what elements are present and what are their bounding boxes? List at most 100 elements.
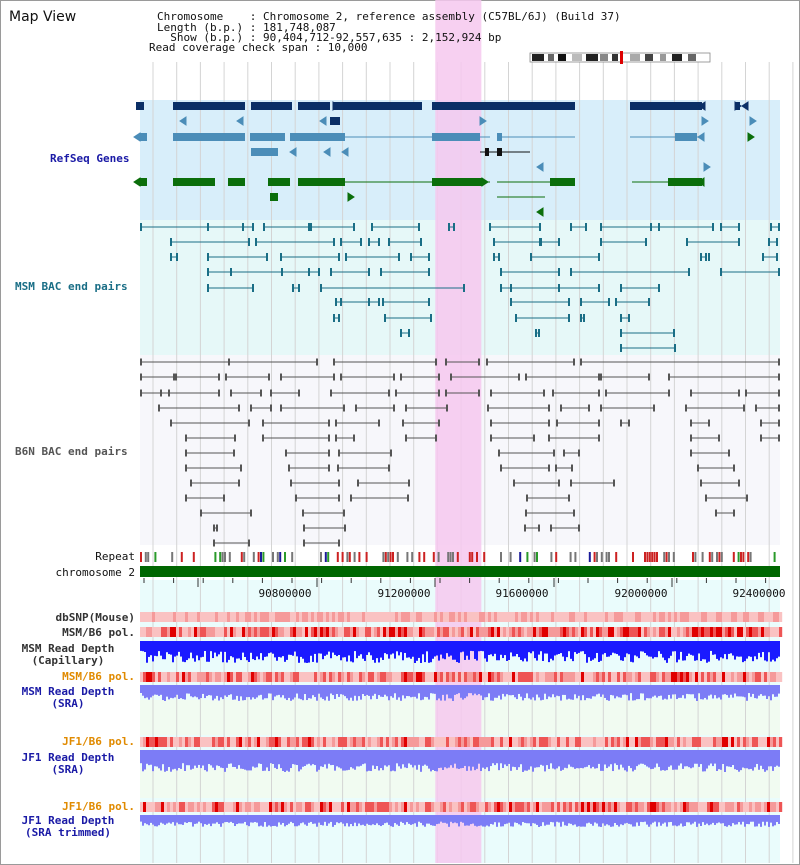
read-depth-bar — [716, 815, 718, 824]
polymorphism-cell — [362, 612, 366, 622]
polymorphism-cell — [302, 612, 306, 622]
polymorphism-cell — [761, 627, 765, 637]
polymorphism-cell — [287, 627, 291, 637]
polymorphism-cell — [296, 627, 300, 637]
read-depth-bar — [608, 641, 610, 657]
read-depth-bar — [646, 641, 648, 656]
track-label-msm-b6-pol-2[interactable]: MSM/B6 pol. — [62, 670, 135, 683]
polymorphism-cell — [347, 612, 351, 622]
read-depth-bar — [248, 641, 250, 662]
polymorphism-cell — [248, 802, 252, 812]
polymorphism-cell — [212, 737, 216, 747]
gene-exon — [173, 133, 245, 141]
read-depth-bar — [156, 685, 158, 695]
read-depth-bar — [516, 685, 518, 700]
polymorphism-cell — [596, 737, 600, 747]
polymorphism-cell — [608, 802, 612, 812]
read-depth-bar — [394, 685, 396, 694]
read-depth-bar — [404, 685, 406, 699]
bac-end — [570, 268, 572, 276]
read-depth-bar — [290, 750, 292, 769]
read-depth-bar — [448, 815, 450, 827]
read-depth-bar — [400, 685, 402, 701]
read-depth-bar — [196, 685, 198, 698]
polymorphism-cell — [539, 612, 543, 622]
read-depth-bar — [168, 641, 170, 655]
track-label-msm-b6-pol-1[interactable]: MSM/B6 pol. — [62, 626, 135, 639]
polymorphism-cell — [263, 627, 267, 637]
track-label-refseq[interactable]: RefSeq Genes — [50, 152, 130, 165]
read-depth-bar — [602, 750, 604, 771]
polymorphism-cell — [635, 612, 639, 622]
polymorphism-cell — [224, 737, 228, 747]
read-depth-bar — [656, 685, 658, 698]
read-depth-bar — [328, 641, 330, 652]
read-depth-bar — [190, 750, 192, 770]
polymorphism-cell — [611, 802, 615, 812]
bac-end — [280, 404, 282, 412]
read-depth-bar — [510, 641, 512, 653]
polymorphism-cell — [614, 612, 618, 622]
track-label-jf1-read-depth-trimmed[interactable]: JF1 Read Depth (SRA trimmed) — [21, 814, 115, 839]
track-label-dbsnp[interactable]: dbSNP(Mouse) — [55, 611, 135, 624]
read-depth-bar — [292, 641, 294, 656]
polymorphism-cell — [170, 737, 174, 747]
read-depth-bar — [548, 641, 550, 663]
track-label-msm-read-depth-sra[interactable]: MSM Read Depth (SRA) — [21, 685, 115, 710]
polymorphism-cell — [341, 627, 345, 637]
read-depth-bar — [154, 641, 156, 656]
track-label-jf1-b6-pol-1[interactable]: JF1/B6 pol. — [62, 735, 135, 748]
polymorphism-cell — [383, 627, 387, 637]
read-depth-bar — [180, 750, 182, 769]
polymorphism-cell — [284, 802, 288, 812]
read-depth-bar — [226, 641, 228, 663]
polymorphism-cell — [740, 672, 744, 682]
read-depth-bar — [424, 815, 426, 827]
read-depth-bar — [302, 641, 304, 659]
polymorphism-cell — [524, 612, 528, 622]
polymorphism-cell — [449, 737, 453, 747]
track-label-msm-bac[interactable]: MSM BAC end pairs — [15, 280, 128, 293]
read-depth-bar — [162, 815, 164, 824]
polymorphism-cell — [452, 802, 456, 812]
read-depth-bar — [362, 750, 364, 765]
polymorphism-cell — [326, 737, 330, 747]
polymorphism-cell — [302, 802, 306, 812]
strand-arrow — [701, 116, 709, 126]
track-label-jf1-b6-pol-2[interactable]: JF1/B6 pol. — [62, 800, 135, 813]
track-label-b6n-bac[interactable]: B6N BAC end pairs — [15, 445, 128, 458]
polymorphism-cell — [350, 612, 354, 622]
track-label-repeat[interactable]: Repeat — [95, 550, 135, 563]
read-depth-bar — [320, 641, 322, 654]
strand-arrow — [341, 147, 349, 157]
polymorphism-cell — [362, 672, 366, 682]
read-depth-bar — [710, 641, 712, 651]
read-depth-bar — [190, 815, 192, 823]
read-depth-bar — [324, 750, 326, 765]
polymorphism-cell — [170, 627, 174, 637]
bac-end — [234, 434, 236, 442]
track-label-msm-read-depth-capillary[interactable]: MSM Read Depth (Capillary) — [21, 642, 115, 667]
info-length: Length (b.p.) : 181,748,087 — [157, 21, 336, 34]
read-depth-bar — [396, 750, 398, 764]
polymorphism-cell — [179, 627, 183, 637]
polymorphism-cell — [185, 737, 189, 747]
polymorphism-cell — [296, 612, 300, 622]
read-depth-bar — [334, 685, 336, 699]
read-depth-bar — [172, 685, 174, 699]
bac-end — [653, 404, 655, 412]
polymorphism-cell — [554, 627, 558, 637]
bac-end — [776, 253, 778, 261]
read-depth-bar — [446, 750, 448, 769]
gene-exon — [432, 133, 480, 141]
polymorphism-cell — [545, 802, 549, 812]
polymorphism-cell — [383, 672, 387, 682]
read-depth-bar — [158, 750, 160, 769]
track-label-jf1-read-depth-sra[interactable]: JF1 Read Depth (SRA) — [21, 751, 115, 776]
read-depth-bar — [494, 641, 496, 654]
polymorphism-cell — [236, 672, 240, 682]
read-depth-bar — [556, 641, 558, 655]
read-depth-bar — [238, 641, 240, 659]
read-depth-bar — [174, 685, 176, 698]
